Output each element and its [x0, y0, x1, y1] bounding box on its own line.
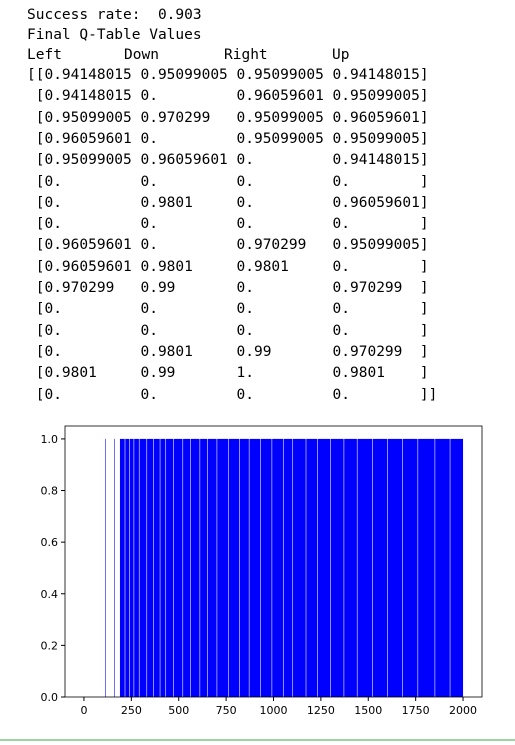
qtable-row: [0.96059601 0. 0.970299 0.95099005]: [27, 237, 429, 254]
bar: [249, 438, 261, 697]
qtable-row: [[0.94148015 0.95099005 0.95099005 0.941…: [27, 67, 429, 83]
bar: [207, 438, 217, 697]
x-tick-label: 2000: [449, 704, 477, 717]
bar: [114, 438, 115, 697]
x-tick-label: 250: [121, 704, 142, 717]
bar: [372, 438, 388, 697]
bar: [139, 438, 147, 697]
bar: [260, 438, 272, 697]
table-title: Final Q-Table Values: [27, 27, 202, 43]
bar: [160, 438, 166, 697]
bar: [166, 438, 174, 697]
qtable-row: [0. 0. 0. 0. ]: [27, 216, 429, 233]
qtable-row: [0.9801 0.99 1. 0.9801 ]: [27, 365, 429, 382]
qtable-row: [0.95099005 0.96059601 0. 0.94148015]: [27, 152, 429, 169]
bar: [387, 438, 403, 697]
qtable-row: [0.94148015 0. 0.96059601 0.95099005]: [27, 88, 429, 105]
x-tick-label: 1500: [354, 704, 382, 717]
y-tick-label: 0.2: [41, 639, 59, 652]
bar: [125, 438, 130, 697]
bar: [293, 438, 306, 697]
bar: [317, 438, 331, 697]
x-tick-label: 1000: [260, 704, 288, 717]
column-header: Right: [224, 47, 268, 63]
bar: [147, 438, 154, 697]
column-header: Up: [332, 47, 350, 63]
y-tick-label: 0.6: [41, 536, 59, 549]
bar: [239, 438, 249, 697]
x-tick-label: 500: [168, 704, 189, 717]
bar: [153, 438, 160, 697]
x-tick-label: 1250: [307, 704, 335, 717]
bar: [190, 438, 200, 697]
bar: [130, 438, 134, 697]
y-tick-label: 0.4: [41, 588, 59, 601]
bar: [306, 438, 318, 697]
bar: [435, 438, 450, 697]
bar: [217, 438, 229, 697]
qtable-row: [0. 0. 0. 0. ]: [27, 173, 429, 190]
bar: [228, 438, 240, 697]
cell-border: [0, 739, 515, 741]
y-tick-label: 0.8: [41, 485, 59, 498]
x-tick-label: 1750: [402, 704, 430, 717]
chart: 0.0 0.2 0.4 0.6 0.8 1.0 0 250 500 750 1000 1250 1500…: [41, 425, 483, 717]
qtable-row: [0. 0.9801 0. 0.96059601]: [27, 194, 429, 211]
qtable-row: [0.970299 0.99 0. 0.970299 ]: [27, 280, 429, 296]
y-tick-label: 1.0: [41, 433, 59, 446]
bar: [105, 438, 106, 697]
bar: [272, 438, 283, 697]
column-header: Down: [124, 47, 159, 63]
qtable-row: [0. 0. 0. 0. ]: [27, 322, 429, 339]
x-tick-label: 750: [216, 704, 237, 717]
bar: [173, 438, 183, 697]
x-tick-label: 0: [80, 704, 87, 717]
qtable-row: [0.96059601 0.9801 0.9801 0. ]: [27, 258, 429, 275]
bar: [283, 438, 293, 697]
bar: [418, 438, 435, 697]
bar: [344, 438, 357, 697]
bar: [119, 438, 125, 697]
bar: [200, 438, 208, 697]
qtable-row: [0. 0. 0. 0. ]]: [27, 386, 438, 403]
qtable-row: [0. 0. 0. 0. ]: [27, 301, 429, 318]
success-rate: Success rate: 0.903: [27, 7, 202, 23]
column-header: Left: [27, 47, 62, 63]
bar: [330, 438, 344, 697]
bar: [183, 438, 191, 697]
y-tick-label: 0.0: [41, 691, 59, 704]
bar: [450, 438, 464, 697]
bar: [402, 438, 418, 697]
qtable-row: [0.95099005 0.970299 0.95099005 0.960596…: [27, 109, 429, 126]
bar: [134, 438, 139, 697]
qtable-row: [0.96059601 0. 0.95099005 0.95099005]: [27, 130, 429, 147]
bar: [357, 438, 373, 697]
qtable-row: [0. 0.9801 0.99 0.970299 ]: [27, 343, 429, 360]
